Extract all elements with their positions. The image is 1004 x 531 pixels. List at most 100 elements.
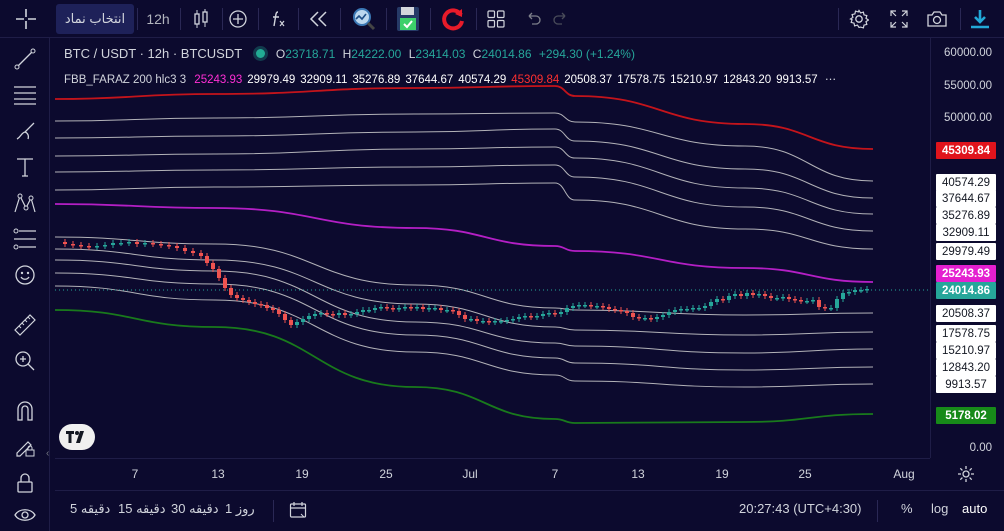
- candle[interactable]: [331, 314, 335, 316]
- candle[interactable]: [175, 246, 179, 248]
- candle[interactable]: [511, 319, 515, 321]
- candle[interactable]: [709, 302, 713, 306]
- band-line[interactable]: [55, 309, 874, 424]
- lock-pencil-icon[interactable]: [8, 432, 42, 462]
- candle[interactable]: [445, 310, 449, 312]
- candle[interactable]: [841, 293, 845, 299]
- candle[interactable]: [205, 256, 209, 263]
- candle[interactable]: [277, 310, 281, 314]
- candle[interactable]: [127, 242, 131, 244]
- candles-icon[interactable]: [186, 4, 216, 34]
- candle[interactable]: [787, 297, 791, 299]
- band-line[interactable]: [55, 203, 874, 283]
- candle[interactable]: [817, 300, 821, 307]
- candle[interactable]: [721, 299, 725, 301]
- candle[interactable]: [253, 302, 257, 304]
- candle[interactable]: [523, 316, 527, 318]
- candle[interactable]: [325, 313, 329, 315]
- axis-settings-icon[interactable]: [956, 464, 976, 489]
- replay-icon[interactable]: [304, 4, 334, 34]
- band-line[interactable]: [55, 236, 874, 316]
- magnifier-chart-icon[interactable]: [348, 4, 380, 34]
- candle[interactable]: [661, 315, 665, 317]
- candle[interactable]: [95, 246, 99, 248]
- collapse-toolbar-icon[interactable]: ‹: [46, 448, 50, 459]
- band-line[interactable]: [55, 182, 874, 250]
- candle[interactable]: [667, 312, 671, 315]
- fx-icon[interactable]: [264, 4, 292, 34]
- fullscreen-icon[interactable]: [884, 4, 914, 34]
- candle[interactable]: [481, 321, 485, 323]
- candle[interactable]: [87, 246, 91, 248]
- settings-icon[interactable]: [844, 4, 874, 34]
- band-line[interactable]: [55, 164, 874, 232]
- candle[interactable]: [607, 307, 611, 309]
- candle[interactable]: [493, 321, 497, 323]
- text-icon[interactable]: [8, 152, 42, 182]
- chart-pane[interactable]: [55, 38, 930, 458]
- candle[interactable]: [259, 304, 263, 306]
- symbol-legend[interactable]: BTC / USDT · 12h · BTCUSDT O23718.71 H24…: [64, 46, 635, 61]
- price-chart[interactable]: [55, 38, 930, 458]
- range-15m-button[interactable]: 15 دقیقه: [118, 501, 166, 516]
- candle[interactable]: [385, 307, 389, 309]
- candle[interactable]: [403, 307, 407, 309]
- candle[interactable]: [595, 306, 599, 308]
- candle[interactable]: [235, 295, 239, 298]
- candle[interactable]: [415, 307, 419, 309]
- price-axis[interactable]: 60000.00 55000.00 50000.00 0.00: [930, 38, 1004, 458]
- redo-icon[interactable]: [548, 4, 574, 34]
- band-line[interactable]: [55, 272, 874, 371]
- candle[interactable]: [757, 294, 761, 296]
- refresh-icon[interactable]: [436, 4, 470, 34]
- candle[interactable]: [487, 321, 491, 323]
- candle[interactable]: [565, 308, 569, 312]
- candle[interactable]: [829, 308, 833, 310]
- candle[interactable]: [685, 309, 689, 311]
- candle[interactable]: [793, 299, 797, 301]
- candle[interactable]: [631, 313, 635, 317]
- candle[interactable]: [499, 321, 503, 323]
- candle[interactable]: [111, 243, 115, 245]
- candle[interactable]: [241, 298, 245, 300]
- candle[interactable]: [247, 300, 251, 302]
- candle[interactable]: [355, 312, 359, 314]
- candle[interactable]: [649, 318, 653, 320]
- candle[interactable]: [529, 316, 533, 318]
- magnet-icon[interactable]: [8, 396, 42, 426]
- candle[interactable]: [463, 315, 467, 319]
- symbol-title[interactable]: BTC / USDT · 12h · BTCUSDT: [64, 46, 243, 61]
- candle[interactable]: [397, 308, 401, 310]
- candle[interactable]: [541, 314, 545, 316]
- candle[interactable]: [271, 308, 275, 310]
- candle[interactable]: [715, 299, 719, 302]
- candle[interactable]: [697, 308, 701, 310]
- candle[interactable]: [349, 314, 353, 316]
- candle[interactable]: [373, 308, 377, 310]
- candle[interactable]: [625, 311, 629, 313]
- candle[interactable]: [103, 245, 107, 247]
- candle[interactable]: [379, 307, 383, 309]
- candle[interactable]: [63, 242, 67, 244]
- candle[interactable]: [733, 294, 737, 296]
- candle[interactable]: [307, 316, 311, 319]
- candle[interactable]: [547, 313, 551, 315]
- add-indicator-icon[interactable]: [224, 4, 252, 34]
- candle[interactable]: [727, 296, 731, 300]
- candle[interactable]: [361, 310, 365, 312]
- date-range-icon[interactable]: [289, 501, 307, 524]
- candle[interactable]: [151, 243, 155, 245]
- candle[interactable]: [643, 318, 647, 320]
- candle[interactable]: [847, 292, 851, 294]
- range-1d-button[interactable]: 1 روز: [225, 501, 255, 516]
- candle[interactable]: [505, 320, 509, 322]
- candle[interactable]: [289, 320, 293, 325]
- candle[interactable]: [691, 308, 695, 310]
- more-icon[interactable]: ⋯: [824, 74, 837, 86]
- candle[interactable]: [613, 309, 617, 311]
- indicator-name[interactable]: FBB_FARAZ 200 hlc3 3: [64, 74, 187, 86]
- candle[interactable]: [135, 242, 139, 244]
- candle[interactable]: [313, 314, 317, 316]
- candle[interactable]: [283, 314, 287, 320]
- candle[interactable]: [391, 308, 395, 310]
